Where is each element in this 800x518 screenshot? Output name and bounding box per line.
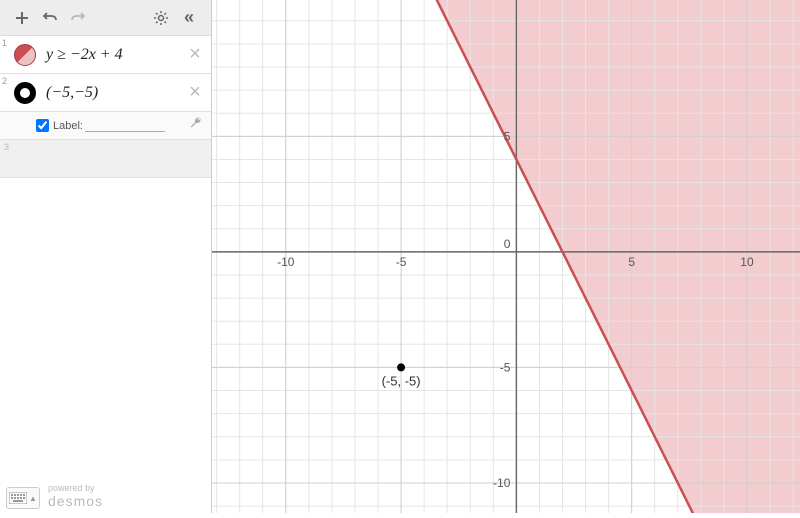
label-input[interactable] — [85, 119, 165, 132]
label-text: Label: — [53, 120, 83, 132]
add-expression-button[interactable] — [8, 4, 36, 32]
collapse-sidebar-button[interactable]: « — [175, 4, 203, 32]
expression-index: 3 — [0, 140, 211, 154]
undo-button[interactable] — [36, 4, 64, 32]
delete-expression-button[interactable]: × — [183, 43, 207, 67]
keypad-button[interactable]: ▲ — [6, 487, 40, 509]
expression-row[interactable]: 1 y ≥ −2x + 4 × — [0, 36, 211, 74]
svg-text:-10: -10 — [493, 476, 511, 490]
settings-button[interactable] — [147, 4, 175, 32]
redo-button[interactable] — [64, 4, 92, 32]
brand-logo: desmos — [48, 494, 103, 509]
graph-canvas[interactable]: -10 -5 5 10 -10 -5 5 0 (-5, -5) — [212, 0, 800, 513]
svg-text:10: 10 — [740, 255, 754, 269]
expression-sidebar: « 1 y ≥ −2x + 4 × 2 (−5,−5) × — [0, 0, 212, 513]
label-checkbox-wrapper: Label: — [36, 119, 165, 132]
branding: powered by desmos — [48, 484, 103, 509]
sidebar-toolbar: « — [0, 0, 211, 36]
show-label-checkbox[interactable] — [36, 119, 49, 132]
svg-text:-5: -5 — [500, 360, 511, 374]
point-icon[interactable] — [14, 82, 36, 104]
delete-expression-button[interactable]: × — [183, 81, 207, 105]
svg-text:0: 0 — [504, 237, 511, 251]
expression-latex[interactable]: (−5,−5) — [42, 78, 183, 108]
svg-text:-10: -10 — [277, 255, 295, 269]
expression-list: 1 y ≥ −2x + 4 × 2 (−5,−5) × Label: — [0, 36, 211, 513]
svg-text:-5: -5 — [396, 255, 407, 269]
footer: ▲ powered by desmos — [6, 484, 103, 509]
svg-text:(-5, -5): (-5, -5) — [382, 373, 421, 388]
label-options-row: Label: — [0, 112, 211, 140]
wrench-icon[interactable] — [189, 116, 203, 135]
svg-text:5: 5 — [628, 255, 635, 269]
svg-text:5: 5 — [504, 129, 511, 143]
expression-row[interactable]: 2 (−5,−5) × — [0, 74, 211, 112]
expression-latex[interactable]: y ≥ −2x + 4 — [42, 40, 183, 70]
expression-index: 2 — [2, 76, 7, 86]
expression-index: 1 — [2, 38, 7, 48]
inequality-icon[interactable] — [14, 44, 36, 66]
empty-expression-row[interactable]: 3 — [0, 140, 211, 178]
